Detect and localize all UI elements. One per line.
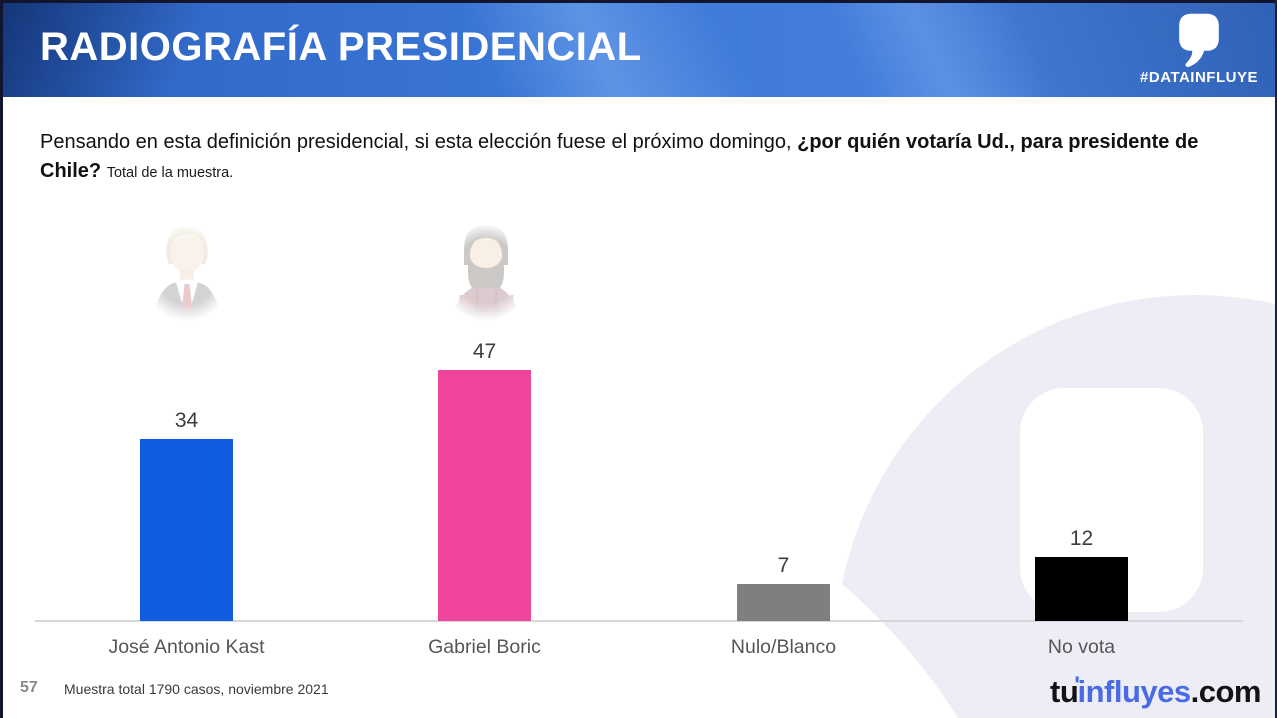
bar-nulo-blanco (737, 584, 830, 621)
category-label-nulo-blanco: Nulo/Blanco (730, 636, 837, 658)
footer-note: Muestra total 1790 casos, noviembre 2021 (64, 681, 329, 697)
category-label-jos-antonio-kast: José Antonio Kast (108, 636, 265, 658)
kast-portrait (131, 215, 243, 339)
logo-apostrophe-icon: ' (1074, 672, 1080, 699)
bar-gabriel-boric (438, 370, 531, 621)
tuinfluyes-logo: tu'influyes.com (1050, 672, 1262, 710)
bar-no-vota (1035, 557, 1128, 621)
category-label-gabriel-boric: Gabriel Boric (428, 636, 541, 658)
hashtag-badge: #DATAINFLUYE (1140, 69, 1258, 86)
x-axis-line (35, 620, 1243, 622)
header-banner: RADIOGRAFÍA PRESIDENCIAL #DATAINFLUYE (0, 0, 1277, 97)
question-text: Pensando en esta definición presidencial… (40, 128, 1220, 188)
boric-portrait (430, 215, 542, 339)
logo-middle: influyes (1077, 674, 1191, 709)
brand-badge: #DATAINFLUYE (1137, 12, 1261, 86)
value-label-gabriel-boric: 47 (472, 340, 497, 363)
value-label-jos-antonio-kast: 34 (174, 409, 199, 432)
window-edge-top (0, 0, 1277, 3)
window-edge-right (1275, 0, 1277, 718)
logo-prefix: tu (1050, 674, 1079, 709)
value-label-nulo-blanco: 7 (777, 554, 790, 577)
category-label-no-vota: No vota (1047, 636, 1116, 658)
page-number: 57 (20, 679, 38, 696)
question-suffix: Total de la muestra. (106, 165, 234, 181)
value-label-no-vota: 12 (1069, 527, 1094, 550)
window-edge-left (0, 0, 3, 718)
question-bold: ¿por quién votaría Ud., para presidente … (40, 131, 1199, 182)
question-regular: Pensando en esta definición presidencial… (40, 131, 798, 153)
page-title: RADIOGRAFÍA PRESIDENCIAL (40, 25, 642, 69)
bar-jos-antonio-kast (140, 439, 233, 621)
logo-suffix: .com (1190, 674, 1262, 709)
quote-comma-icon (1179, 13, 1219, 67)
